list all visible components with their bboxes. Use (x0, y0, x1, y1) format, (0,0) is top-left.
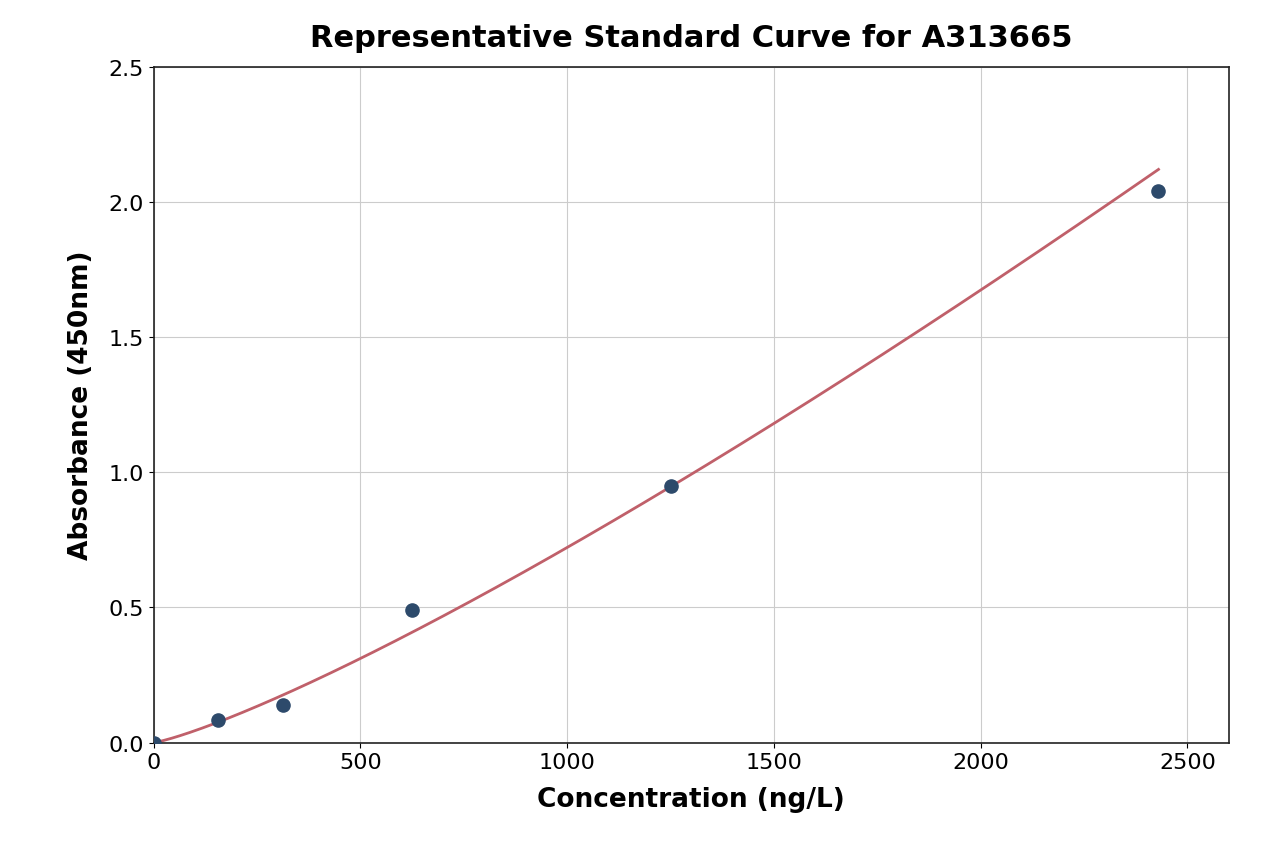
Point (402, 603, 422, 617)
Title: Representative Standard Curve for A313665: Representative Standard Curve for A31366… (310, 24, 1073, 52)
Y-axis label: Absorbance (450nm): Absorbance (450nm) (69, 251, 95, 560)
Point (660, 479, 681, 493)
X-axis label: Concentration (ng/L): Concentration (ng/L) (538, 787, 845, 812)
Point (1148, 185, 1169, 198)
Point (273, 698, 293, 711)
Point (207, 714, 228, 728)
Point (143, 736, 164, 749)
